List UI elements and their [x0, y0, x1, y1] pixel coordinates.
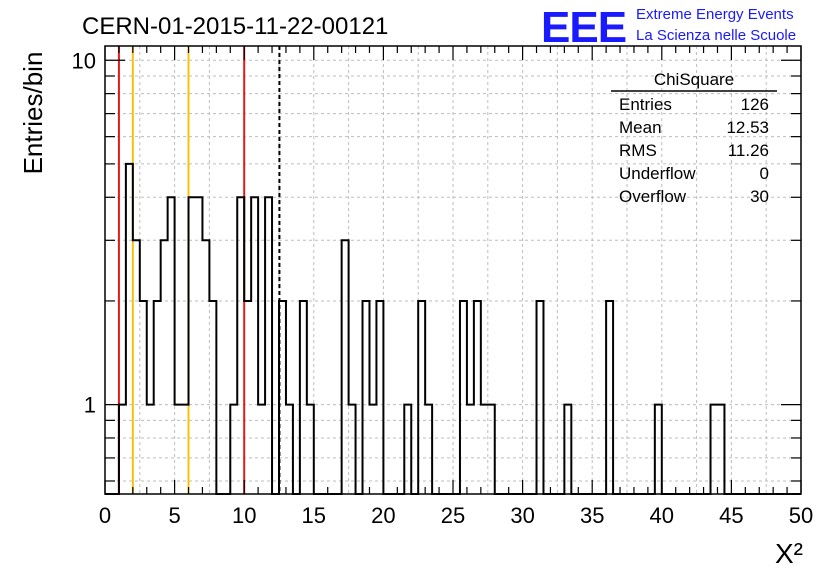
axis-ticks	[104, 46, 802, 494]
histogram-bin	[342, 240, 349, 494]
x-tick-labels: 0 5 10 15 20 25 30 35 40 45 50	[99, 503, 813, 528]
x-tick-label: 10	[232, 503, 256, 528]
chart-title: CERN-01-2015-11-22-00121	[82, 13, 388, 40]
stats-value: 12.53	[726, 118, 769, 137]
histogram-bin	[140, 301, 147, 494]
x-tick-label: 25	[441, 503, 465, 528]
eee-logo: EEE Extreme Energy Events La Scienza nel…	[541, 3, 796, 52]
stats-label: Entries	[619, 95, 672, 114]
x-axis-label: X²	[775, 538, 803, 569]
x-tick-label: 50	[789, 503, 813, 528]
x-tick-label: 45	[719, 503, 743, 528]
histogram-bin	[606, 301, 613, 494]
histogram-bin	[161, 240, 168, 494]
histogram-bin	[537, 301, 544, 494]
logo-line1: Extreme Energy Events	[636, 6, 794, 23]
histogram-bin	[209, 301, 216, 494]
x-tick-label: 0	[99, 503, 111, 528]
y-tick-label: 10	[72, 48, 96, 73]
histogram-bin	[363, 301, 370, 494]
histogram-bin	[418, 301, 425, 494]
stats-label: Mean	[619, 118, 662, 137]
x-tick-label: 30	[510, 503, 534, 528]
histogram-bin	[300, 301, 307, 494]
histogram-bin	[195, 197, 202, 494]
x-tick-label: 40	[650, 503, 674, 528]
histogram-bin	[168, 197, 175, 494]
x-tick-label: 20	[371, 503, 395, 528]
stats-value: 126	[741, 95, 769, 114]
stats-value: 0	[760, 164, 769, 183]
y-tick-label: 1	[84, 393, 96, 418]
y-axis-label: Entries/bin	[18, 52, 48, 175]
grid-lines	[105, 46, 801, 494]
x-tick-label: 15	[302, 503, 326, 528]
histogram-bin	[133, 240, 140, 494]
logo-mark: EEE	[541, 3, 626, 52]
histogram-bin	[265, 197, 272, 494]
histogram-bin	[126, 164, 133, 494]
histogram-bin	[376, 301, 383, 494]
histogram-bin	[202, 240, 209, 494]
stats-label: Overflow	[619, 187, 687, 206]
stats-value: 30	[750, 187, 769, 206]
histogram-bin	[154, 301, 161, 494]
stats-value: 11.26	[728, 141, 769, 160]
logo-line2: La Scienza nelle Scuole	[636, 27, 796, 44]
histogram-bin	[237, 197, 244, 494]
histogram-bin	[244, 301, 251, 494]
y-tick-labels: 1 10	[72, 48, 96, 417]
histogram-bin	[251, 197, 258, 494]
stats-rows: Entries 126 Mean 12.53 RMS 11.26 Underflow 0 Ove…	[619, 95, 769, 206]
stats-title: ChiSquare	[654, 70, 734, 89]
stats-label: Underflow	[619, 164, 696, 183]
histogram-bin	[189, 197, 196, 494]
histogram-bin	[460, 301, 467, 494]
x-tick-label: 5	[168, 503, 180, 528]
histogram-bin	[474, 301, 481, 494]
x-tick-label: 35	[580, 503, 604, 528]
stats-box: ChiSquare Entries 126 Mean 12.53 RMS 11.26 Und…	[611, 70, 777, 206]
stats-label: RMS	[619, 141, 657, 160]
